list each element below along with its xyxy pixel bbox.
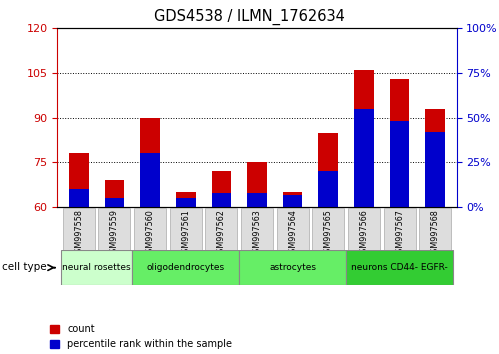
Bar [348,208,380,250]
Bar [69,154,89,207]
Text: neural rosettes: neural rosettes [62,263,131,272]
Text: cell type: cell type [2,262,47,272]
Bar [140,118,160,207]
Text: oligodendrocytes: oligodendrocytes [147,263,225,272]
Text: GSM997568: GSM997568 [431,209,440,258]
Text: GSM997567: GSM997567 [395,209,404,258]
Bar [390,121,409,207]
Bar [205,208,238,250]
Bar [425,132,445,207]
Bar [354,70,374,207]
Text: GSM997559: GSM997559 [110,209,119,258]
Bar [61,250,132,285]
Bar [283,192,302,207]
Text: neurons CD44- EGFR-: neurons CD44- EGFR- [351,263,448,272]
Text: GSM997565: GSM997565 [324,209,333,258]
Bar [212,171,231,207]
Text: GSM997558: GSM997558 [74,209,83,258]
Bar [176,198,196,207]
Text: astrocytes: astrocytes [269,263,316,272]
Bar [105,180,124,207]
Bar [346,250,453,285]
Text: GSM997564: GSM997564 [288,209,297,258]
Bar [98,208,130,250]
Bar [318,171,338,207]
Bar [247,162,267,207]
Bar [105,198,124,207]
Text: GSM997563: GSM997563 [252,209,261,258]
Bar [63,208,95,250]
Legend: count, percentile rank within the sample: count, percentile rank within the sample [50,324,232,349]
Text: GSM997561: GSM997561 [181,209,190,258]
Bar [132,250,239,285]
Bar [354,109,374,207]
Bar [276,208,309,250]
Bar [241,208,273,250]
Text: GSM997566: GSM997566 [359,209,368,258]
Bar [176,192,196,207]
Bar [390,79,409,207]
Bar [69,189,89,207]
Bar [419,208,451,250]
Bar [212,193,231,207]
Text: GDS4538 / ILMN_1762634: GDS4538 / ILMN_1762634 [154,9,345,25]
Bar [318,133,338,207]
Text: GSM997562: GSM997562 [217,209,226,258]
Bar [140,154,160,207]
Bar [134,208,166,250]
Text: GSM997560: GSM997560 [146,209,155,258]
Bar [247,193,267,207]
Bar [312,208,344,250]
Bar [170,208,202,250]
Bar [425,109,445,207]
Bar [283,195,302,207]
Bar [384,208,416,250]
Bar [239,250,346,285]
